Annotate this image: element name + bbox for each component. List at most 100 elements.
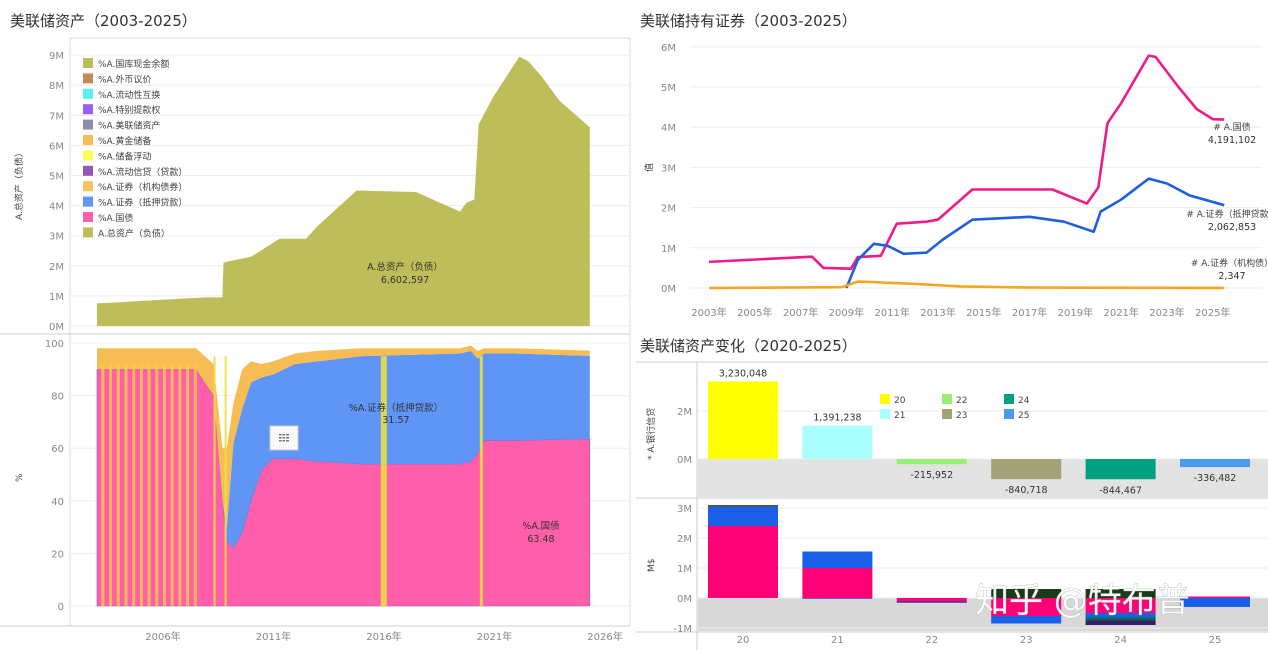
c2-xtick: 2026年	[587, 630, 622, 643]
line-series	[708, 54, 1225, 271]
bar	[896, 459, 967, 465]
legend-label: 25	[1018, 411, 1029, 421]
c1-ylabel: A.总资产（负债）	[13, 148, 25, 220]
stacked-segment	[708, 506, 778, 526]
securities-line-chart: 0M 1M 2M 3M 4M 5M 6M 2003年 2005年 2007年 2009年 2011年 2…	[661, 43, 1268, 319]
c1-ytick: 9M	[49, 51, 64, 62]
c1-ytick: 4M	[49, 202, 64, 213]
left-legend: %A.国库现金余额 %A.外币议价 %A.流动性互换 %A.特别提款权 %A.美联储资产…	[83, 58, 187, 239]
area-mbs	[97, 350, 590, 549]
grid-icon	[279, 434, 289, 442]
right-mid-title: 美联储资产变化（2020-2025）	[640, 337, 857, 355]
c2-ytick: 100	[45, 339, 64, 350]
c5-xtick: 25	[1209, 635, 1222, 646]
stripe-mark	[124, 364, 128, 606]
c1-ytick: 8M	[49, 81, 64, 92]
c3-xtick: 2019年	[1058, 306, 1093, 319]
total-annotation-value: 6,602,597	[381, 275, 429, 286]
treasury-annotation-value: 63.48	[527, 534, 554, 545]
legend-label: 23	[956, 411, 967, 421]
c5-ytick: -1M	[673, 624, 692, 635]
stripe-mark	[479, 356, 483, 606]
c3-xtick: 2017年	[1012, 306, 1047, 319]
stacked-segment	[708, 526, 778, 598]
legend-label: 20	[894, 396, 906, 406]
negative-zone	[698, 459, 1268, 497]
stacked-segment	[991, 616, 1062, 624]
right-top-title: 美联储持有证券（2003-2025）	[640, 12, 857, 30]
line-series	[708, 280, 1225, 290]
c2-ytick: 40	[51, 497, 64, 508]
legend-label: %A.外币议价	[98, 73, 151, 85]
grid-view-button[interactable]	[269, 425, 299, 451]
stacked-segment	[1085, 620, 1156, 625]
c3-xtick: 2007年	[783, 306, 818, 319]
c5-ytick: 1M	[677, 564, 692, 575]
left-title: 美联储资产（2003-2025）	[10, 12, 197, 30]
c5-ytick: 0M	[677, 594, 692, 605]
c3-xtick: 2003年	[691, 306, 726, 319]
series-end-name: # A.证券（抵押贷款）	[1186, 208, 1268, 220]
area-treasury	[96, 369, 591, 607]
c5-xtick: 22	[925, 635, 938, 646]
stripe-mark	[213, 356, 216, 606]
bar-value-label: -336,482	[1194, 473, 1237, 484]
c1-ytick: 6M	[49, 141, 64, 152]
c3-ytick: 4M	[661, 123, 676, 134]
series-end-name: # A.国债	[1213, 121, 1250, 133]
stacked-segment	[1085, 598, 1156, 613]
c4-ytick: 2M	[677, 407, 692, 418]
stripe-mark	[163, 364, 166, 606]
c1-ytick: 2M	[49, 262, 64, 273]
c2-ytick: 20	[51, 549, 64, 560]
legend-label: %A.证券（抵押贷款）	[98, 197, 187, 209]
bar	[1085, 459, 1156, 480]
legend-swatch	[880, 394, 890, 404]
legend-swatch	[942, 394, 952, 404]
c2-xtick: 2021年	[477, 630, 512, 643]
stacked-segment	[1180, 596, 1250, 598]
bar	[991, 459, 1062, 480]
stacked-segment	[1085, 617, 1156, 621]
c2-ytick: 0	[58, 602, 64, 613]
c3-xtick: 2021年	[1103, 306, 1138, 319]
stripe-mark	[193, 364, 197, 606]
bar	[802, 425, 873, 459]
stripe-mark	[224, 356, 227, 606]
stacked-segment	[991, 598, 1062, 616]
stripe-mark	[155, 364, 159, 606]
legend-label: %A.储备浮动	[98, 150, 151, 162]
stacked-segment	[991, 589, 1062, 598]
total-assets-chart: 0M 1M 2M 3M 4M 5M 6M 7M 8M 9M	[49, 51, 630, 333]
stripe-mark	[101, 364, 105, 606]
stacked-segment	[896, 601, 967, 603]
c3-ytick: 2M	[661, 204, 676, 215]
legend-swatch	[1004, 409, 1014, 419]
total-assets-area	[97, 56, 590, 326]
c2-xtick: 2016年	[366, 630, 401, 643]
asset-share-chart: 0 20 40 60 80 100 2006年 2011年 2016年 2021年 2026年	[45, 339, 630, 643]
change-stacked-bar-chart: -1M 0M 1M 2M 3M 20 21 22 23 24 25	[673, 504, 1268, 646]
c3-ytick: 0M	[661, 284, 676, 295]
mbs-annotation-name: %A.证券（抵押贷款）	[349, 402, 443, 414]
year-legend: 20 21 22 23 24 25	[880, 394, 1030, 421]
legend-swatch	[83, 150, 93, 161]
series-end-value: 4,191,102	[1208, 135, 1256, 146]
c2-ylabel: %	[15, 473, 25, 482]
series-end-name: # A.证券（机构债）	[1191, 257, 1268, 269]
legend-label: %A.特别提款权	[98, 104, 160, 116]
c3-xtick: 2023年	[1149, 306, 1184, 319]
bar-value-label: -840,718	[1005, 485, 1048, 496]
stripe-mark	[139, 364, 143, 606]
legend-label: 24	[1018, 396, 1030, 406]
legend-swatch	[83, 119, 93, 130]
stacked-segment	[802, 551, 873, 568]
c4-ytick: 0M	[677, 455, 692, 466]
legend-swatch	[83, 88, 93, 99]
bar-value-label: -215,952	[910, 470, 953, 481]
c3-ytick: 3M	[661, 163, 676, 174]
legend-swatch	[83, 58, 93, 68]
legend-label: 21	[894, 411, 905, 421]
legend-swatch	[83, 104, 93, 115]
legend-label: %A.美联储资产	[98, 120, 160, 132]
